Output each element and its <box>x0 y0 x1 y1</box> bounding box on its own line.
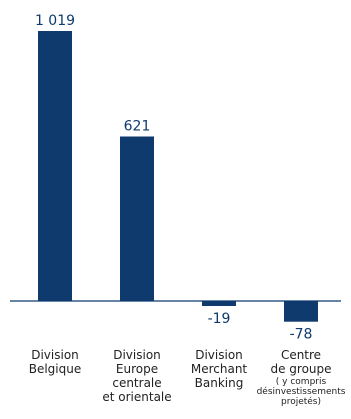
category-label-2-line-1: Merchant <box>191 362 248 376</box>
bar-3 <box>284 301 318 322</box>
category-sublabel-3-line-1: désinvestissements <box>257 386 346 397</box>
bars-group <box>38 31 318 322</box>
bar-1 <box>120 136 154 301</box>
category-sublabel-3-line-2: projetés) <box>281 396 321 407</box>
bar-2 <box>202 301 236 306</box>
category-label-0-line-0: Division <box>31 348 79 362</box>
category-labels-group: DivisionBelgiqueDivisionEuropecentraleet… <box>29 348 346 407</box>
category-label-2-line-2: Banking <box>195 376 244 390</box>
category-label-3-line-1: de groupe <box>270 362 331 376</box>
value-labels-group: 1 019 621 -19 -78 <box>35 13 312 343</box>
category-label-1-line-0: Division <box>113 348 161 362</box>
category-label-1-line-2: centrale <box>112 376 161 390</box>
value-label-0: 1 019 <box>35 13 75 29</box>
category-label-2-line-0: Division <box>195 348 243 362</box>
category-sublabel-3-line-0: ( y compris <box>276 377 327 387</box>
bar-0 <box>38 31 72 301</box>
category-label-3-line-0: Centre <box>281 348 321 362</box>
value-label-3: -78 <box>290 327 313 343</box>
value-label-1: 621 <box>124 119 151 135</box>
value-label-2: -19 <box>208 311 231 327</box>
category-label-1-line-1: Europe <box>116 362 158 376</box>
category-label-1-line-3: et orientale <box>102 390 171 404</box>
category-label-0-line-1: Belgique <box>29 362 82 376</box>
